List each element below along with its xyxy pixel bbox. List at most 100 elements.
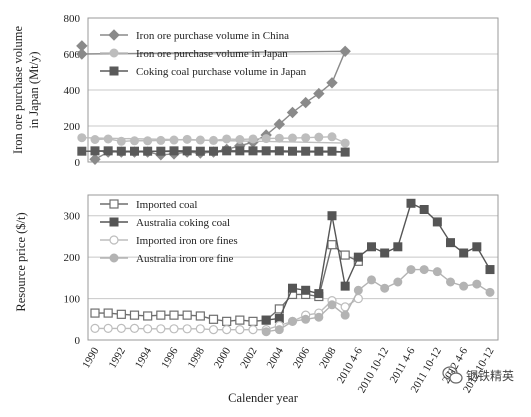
point-coking-coal-purchase-volume-in-japan — [301, 146, 311, 156]
point-coking-coal-purchase-volume-in-japan — [209, 146, 218, 156]
point-imported-coal — [222, 316, 232, 326]
lower-x-tick-label: 1998 — [186, 345, 208, 370]
point-iron-ore-purchase-volume-in-japan — [77, 133, 87, 143]
series-australia-coking-coal — [261, 198, 495, 325]
point-iron-ore-purchase-volume-in-china — [286, 106, 299, 119]
point-coking-coal-purchase-volume-in-japan — [327, 146, 337, 156]
point-coking-coal-purchase-volume-in-japan — [116, 146, 126, 156]
upper-y-axis-title-line2: in Japan (Mt/y) — [27, 51, 41, 128]
legend-marker — [108, 29, 120, 41]
upper-panel: 0 200 400 600 800 Iron ore purchase volume i… — [11, 13, 499, 169]
point-coking-coal-purchase-volume-in-japan — [195, 146, 205, 156]
point-iron-ore-purchase-volume-in-japan — [169, 135, 179, 145]
point-iron-ore-purchase-volume-in-japan — [143, 136, 153, 146]
legend-label: Iron ore purchase volume in Japan — [136, 48, 288, 60]
point-australia-iron-ore-fine — [367, 275, 376, 285]
point-imported-iron-ore-fines — [195, 324, 205, 334]
point-iron-ore-purchase-volume-in-japan — [327, 132, 337, 142]
point-imported-iron-ore-fines — [235, 325, 245, 335]
legend-marker — [109, 66, 119, 76]
point-australia-coking-coal — [432, 217, 442, 227]
point-iron-ore-purchase-volume-in-japan — [195, 135, 205, 145]
x-axis-title: Calender year — [228, 391, 299, 405]
point-imported-iron-ore-fines — [116, 323, 126, 333]
point-coking-coal-purchase-volume-in-japan — [77, 146, 87, 156]
point-iron-ore-purchase-volume-in-japan — [314, 132, 324, 142]
point-coking-coal-purchase-volume-in-japan — [130, 146, 139, 156]
point-imported-coal — [235, 315, 245, 325]
upper-y-tick-labels: 0 200 400 600 800 — [64, 13, 81, 169]
point-australia-coking-coal — [327, 211, 337, 221]
lower-x-tick-label: 2002 — [238, 346, 259, 371]
series-imported-coal — [90, 240, 363, 326]
watermark: 钢铁精英 — [442, 366, 514, 384]
point-iron-ore-purchase-volume-in-china — [76, 40, 88, 52]
point-coking-coal-purchase-volume-in-japan — [340, 147, 350, 157]
point-coking-coal-purchase-volume-in-japan — [248, 146, 258, 156]
point-australia-iron-ore-fine — [446, 277, 455, 287]
series-iron-ore-purchase-volume-in-japan — [77, 132, 350, 148]
series-australia-iron-ore-fine — [261, 265, 495, 337]
legend-marker — [109, 253, 119, 263]
point-australia-iron-ore-fine — [314, 312, 324, 322]
point-iron-ore-purchase-volume-in-japan — [209, 135, 218, 145]
point-iron-ore-purchase-volume-in-china — [299, 96, 312, 109]
point-coking-coal-purchase-volume-in-japan — [156, 146, 166, 156]
point-imported-iron-ore-fines — [129, 323, 140, 333]
point-imported-iron-ore-fines — [182, 324, 192, 334]
legend-entry-australia-iron-ore-fine: Australia iron ore fine — [100, 253, 234, 265]
point-australia-iron-ore-fine — [393, 277, 403, 287]
point-coking-coal-purchase-volume-in-japan — [261, 146, 271, 156]
lower-x-tick-label: 2008 — [317, 345, 339, 370]
legend-label: Australia coking coal — [136, 217, 230, 229]
point-australia-iron-ore-fine — [301, 314, 311, 324]
point-iron-ore-purchase-volume-in-japan — [274, 133, 284, 143]
lower-y-tick-label: 300 — [64, 211, 81, 223]
upper-series — [76, 40, 351, 166]
line-australia-iron-ore-fine — [266, 268, 491, 333]
lower-y-tick-label: 100 — [64, 294, 81, 306]
point-imported-iron-ore-fines — [222, 325, 232, 335]
point-iron-ore-purchase-volume-in-japan — [301, 133, 311, 143]
point-australia-iron-ore-fine — [432, 267, 442, 277]
lower-plot-frame — [87, 194, 499, 341]
point-imported-coal — [195, 311, 205, 321]
point-australia-coking-coal — [261, 315, 271, 325]
point-iron-ore-purchase-volume-in-japan — [90, 135, 100, 144]
point-australia-coking-coal — [485, 265, 495, 275]
point-imported-iron-ore-fines — [156, 324, 166, 334]
legend-entry-imported-iron-ore-fines: Imported iron ore fines — [100, 235, 238, 247]
point-imported-coal — [169, 310, 179, 320]
point-coking-coal-purchase-volume-in-japan — [90, 146, 100, 156]
point-australia-iron-ore-fine — [288, 316, 297, 326]
point-imported-coal — [103, 308, 113, 318]
point-australia-iron-ore-fine — [353, 285, 363, 295]
point-iron-ore-purchase-volume-in-japan — [103, 134, 113, 144]
point-australia-coking-coal — [419, 205, 429, 214]
point-australia-iron-ore-fine — [419, 265, 429, 275]
point-imported-iron-ore-fines — [169, 324, 179, 334]
legend-label: Iron ore purchase volume in China — [136, 30, 289, 42]
lower-x-tick-label: 2000 — [212, 345, 234, 370]
series-coking-coal-purchase-volume-in-japan — [77, 146, 350, 157]
point-australia-iron-ore-fine — [327, 300, 337, 310]
point-iron-ore-purchase-volume-in-china — [326, 77, 338, 89]
line-australia-coking-coal — [266, 202, 491, 321]
point-coking-coal-purchase-volume-in-japan — [143, 146, 153, 156]
point-iron-ore-purchase-volume-in-china — [89, 153, 101, 166]
point-iron-ore-purchase-volume-in-japan — [261, 134, 271, 144]
legend-label: Coking coal purchase volume in Japan — [136, 66, 307, 78]
lower-y-tick-label: 200 — [64, 252, 81, 264]
point-imported-coal — [208, 314, 219, 324]
upper-y-tick-label: 600 — [64, 49, 81, 61]
point-australia-coking-coal — [353, 252, 363, 262]
point-australia-iron-ore-fine — [380, 283, 390, 293]
legend-marker — [109, 48, 119, 58]
point-imported-iron-ore-fines — [248, 325, 258, 335]
point-iron-ore-purchase-volume-in-china — [273, 118, 286, 130]
point-iron-ore-purchase-volume-in-china — [313, 87, 325, 100]
lower-x-tick-label: 2004 — [265, 345, 287, 370]
legend-entry-australia-coking-coal: Australia coking coal — [100, 217, 230, 229]
point-australia-iron-ore-fine — [340, 310, 350, 320]
point-australia-coking-coal — [472, 242, 482, 252]
